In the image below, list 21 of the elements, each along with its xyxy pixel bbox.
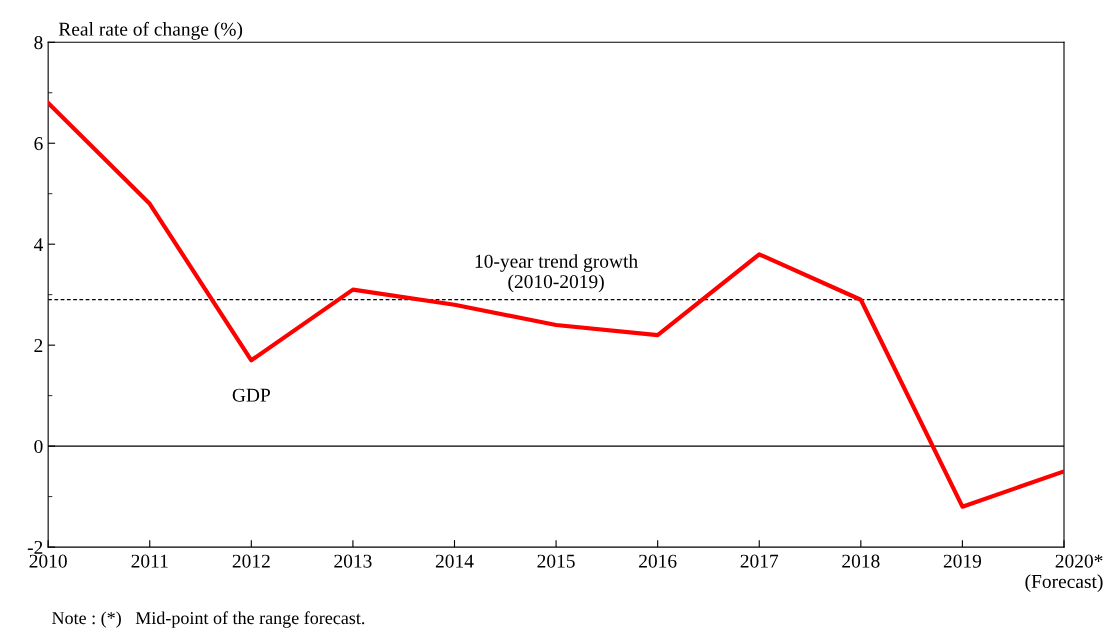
x-tick-label: 2020* (Forecast) [1025, 554, 1103, 592]
x-tick-label: 2018 [842, 554, 880, 568]
x-tick-label: 2015 [537, 554, 575, 568]
y-tick-label: 6 [34, 137, 43, 151]
x-tick-label: 2012 [232, 554, 270, 568]
y-axis-title: Real rate of change (%) [58, 21, 243, 40]
y-tick-label: 0 [34, 439, 43, 454]
x-tick-label: 2017 [740, 554, 779, 568]
y-tick-label: 2 [34, 339, 43, 352]
ref-line-label: 10-year trend growth (2010-2019) [475, 254, 638, 293]
x-tick-label: 2014 [435, 554, 474, 568]
text: Note : (*) Mid-point of the range forecast. [52, 611, 365, 628]
x-tick-label: 2010 [29, 554, 67, 568]
y-tick-label: 8 [34, 36, 43, 50]
annotation: GDP [232, 388, 270, 402]
x-tick-label: 2011 [131, 554, 168, 568]
x-tick-label: 2016 [639, 554, 677, 568]
y-tick-label: 4 [33, 238, 43, 251]
x-tick-label: 2013 [334, 554, 372, 568]
x-tick-label: 2019 [943, 554, 982, 568]
y-tick-label: -2 [27, 540, 43, 554]
